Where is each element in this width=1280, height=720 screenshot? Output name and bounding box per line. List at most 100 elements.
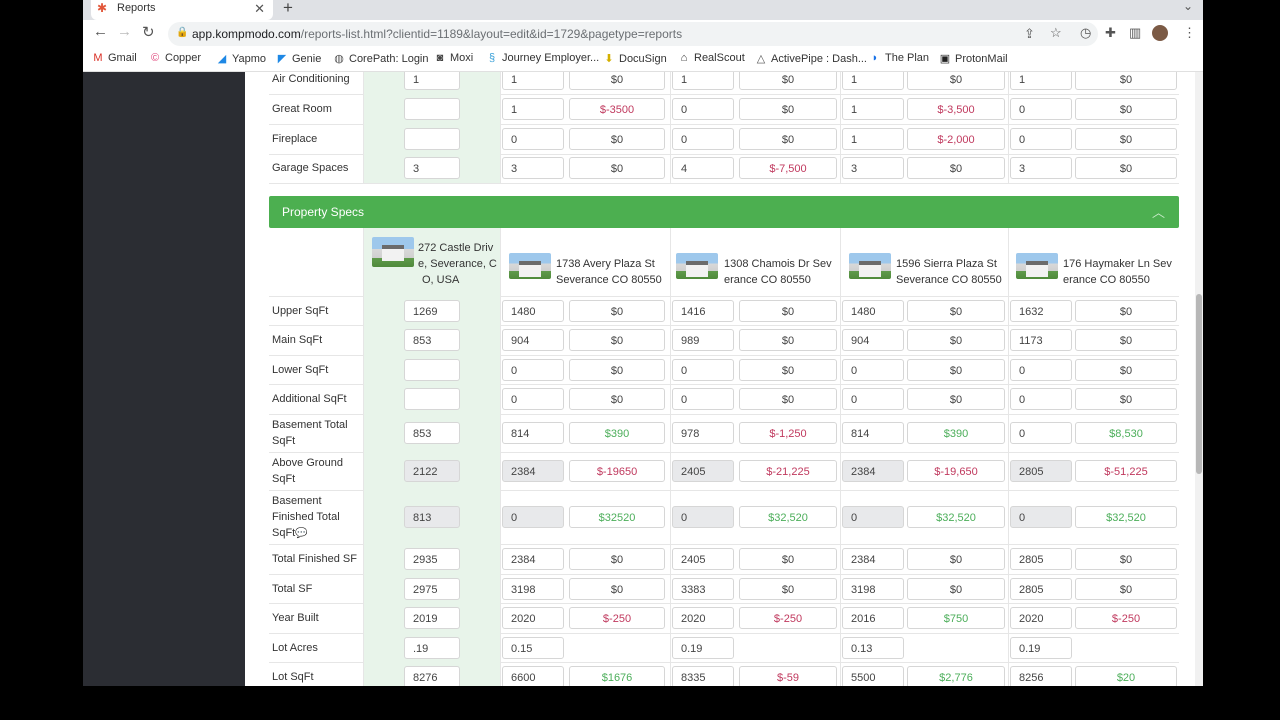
adjustment-value[interactable]: $1676 — [569, 666, 665, 686]
tab-reports[interactable]: ✱ Reports ✕ — [91, 0, 273, 20]
comp-value-input[interactable]: 1 — [1010, 72, 1072, 90]
subject-value-input[interactable]: 2975 — [404, 577, 460, 600]
adjustment-value[interactable]: $0 — [569, 548, 665, 570]
bookmark-docusign[interactable]: ⬇ DocuSign — [603, 52, 666, 65]
adjustment-value[interactable]: $32,520 — [739, 506, 837, 528]
comp-value-input[interactable]: 1416 — [672, 299, 734, 322]
comp-value-input[interactable]: 904 — [502, 329, 564, 351]
comp-value-input[interactable]: 2384 — [502, 460, 564, 482]
bookmark-yapmo[interactable]: ◢ Yapmo — [216, 52, 266, 65]
subject-value-input[interactable]: 853 — [404, 329, 460, 351]
adjustment-value[interactable]: $-21,225 — [739, 460, 837, 482]
adjustment-value[interactable]: $-3500 — [569, 98, 665, 120]
comp-value-input[interactable]: 2020 — [502, 607, 564, 629]
comp-value-input[interactable]: 5500 — [842, 666, 904, 686]
chevron-up-icon[interactable]: ︿ — [1151, 205, 1165, 220]
adjustment-value[interactable]: $0 — [907, 358, 1005, 381]
comp-value-input[interactable]: 1480 — [842, 299, 904, 322]
adjustment-value[interactable]: $750 — [907, 607, 1005, 629]
bookmark-protonmail[interactable]: ▣ ProtonMail — [939, 52, 1008, 65]
comp-value-input[interactable]: 0.19 — [1010, 636, 1072, 659]
subject-value-input[interactable]: 2019 — [404, 607, 460, 629]
comp-value-input[interactable]: 1173 — [1010, 329, 1072, 351]
comp-value-input[interactable]: 0.19 — [672, 636, 734, 659]
comp-value-input[interactable]: 0 — [1010, 358, 1072, 381]
forward-icon[interactable]: → — [117, 23, 132, 40]
comp-value-input[interactable]: 8335 — [672, 666, 734, 686]
adjustment-value[interactable]: $-250 — [569, 607, 665, 629]
comp-value-input[interactable]: 814 — [842, 422, 904, 444]
comp-value-input[interactable]: 1 — [842, 128, 904, 150]
bookmark-corepath[interactable]: ◍ CorePath: Login — [333, 52, 428, 65]
subject-value-input[interactable]: .19 — [404, 636, 460, 659]
comp-value-input[interactable]: 2020 — [672, 607, 734, 629]
subject-value-input[interactable] — [404, 388, 460, 410]
comp-value-input[interactable]: 3198 — [502, 577, 564, 600]
comp-value-input[interactable]: 1 — [842, 98, 904, 120]
adjustment-value[interactable]: $0 — [569, 577, 665, 600]
adjustment-value[interactable]: $0 — [907, 72, 1005, 90]
new-tab-icon[interactable]: + — [283, 0, 293, 17]
comp-value-input[interactable]: 978 — [672, 422, 734, 444]
close-tab-icon[interactable]: ✕ — [254, 1, 265, 16]
subject-value-input[interactable] — [404, 358, 460, 381]
subject-value-input[interactable]: 3 — [404, 157, 460, 179]
bookmark-moxi[interactable]: ◙ Moxi — [434, 52, 474, 64]
comp-value-input[interactable]: 1480 — [502, 299, 564, 322]
comp-value-input[interactable]: 0 — [502, 128, 564, 150]
comp-value-input[interactable]: 1 — [842, 72, 904, 90]
comp-value-input[interactable]: 2020 — [1010, 607, 1072, 629]
comp-value-input[interactable]: 0 — [1010, 98, 1072, 120]
comp-value-input[interactable]: 6600 — [502, 666, 564, 686]
comp-value-input[interactable]: 3 — [502, 157, 564, 179]
comp-value-input[interactable]: 0 — [842, 388, 904, 410]
scrollbar[interactable] — [1195, 72, 1203, 686]
adjustment-value[interactable]: $0 — [569, 329, 665, 351]
adjustment-value[interactable]: $0 — [907, 329, 1005, 351]
comp-value-input[interactable]: 0.15 — [502, 636, 564, 659]
extensions-icon[interactable]: ✚ — [1105, 25, 1116, 40]
adjustment-value[interactable]: $0 — [907, 548, 1005, 570]
adjustment-value[interactable]: $0 — [1075, 388, 1177, 410]
adjustment-value[interactable]: $0 — [739, 388, 837, 410]
adjustment-value[interactable]: $0 — [1075, 72, 1177, 90]
comp-value-input[interactable]: 2384 — [502, 548, 564, 570]
adjustment-value[interactable]: $0 — [739, 358, 837, 381]
adjustment-value[interactable]: $-19650 — [569, 460, 665, 482]
comp-value-input[interactable]: 3198 — [842, 577, 904, 600]
scrollbar-thumb[interactable] — [1196, 294, 1202, 474]
comment-icon[interactable]: 💬 — [295, 528, 308, 539]
adjustment-value[interactable]: $0 — [1075, 157, 1177, 179]
chevron-down-icon[interactable]: ⌄ — [1182, 0, 1193, 13]
comp-value-input[interactable]: 0 — [502, 358, 564, 381]
adjustment-value[interactable]: $32,520 — [907, 506, 1005, 528]
adjustment-value[interactable]: $0 — [569, 128, 665, 150]
subject-value-input[interactable]: 8276 — [404, 666, 460, 686]
comp-value-input[interactable]: 0 — [672, 506, 734, 528]
bookmark-activepipe[interactable]: △ ActivePipe : Dash... — [755, 52, 867, 65]
comp-value-input[interactable]: 0 — [1010, 388, 1072, 410]
comp-value-input[interactable]: 0 — [502, 388, 564, 410]
adjustment-value[interactable]: $0 — [739, 329, 837, 351]
adjustment-value[interactable]: $-3,500 — [907, 98, 1005, 120]
adjustment-value[interactable]: $0 — [1075, 299, 1177, 322]
bookmark-realscout[interactable]: ⌂ RealScout — [678, 52, 745, 64]
comp-value-input[interactable]: 1 — [502, 98, 564, 120]
adjustment-value[interactable]: $0 — [907, 299, 1005, 322]
adjustment-value[interactable]: $0 — [907, 157, 1005, 179]
subject-value-input[interactable]: 1269 — [404, 299, 460, 322]
adjustment-value[interactable]: $0 — [739, 128, 837, 150]
adjustment-value[interactable]: $0 — [1075, 577, 1177, 600]
adjustment-value[interactable]: $-59 — [739, 666, 837, 686]
adjustment-value[interactable]: $32520 — [569, 506, 665, 528]
bookmark-journey[interactable]: § Journey Employer... — [486, 52, 599, 64]
bookmark-gmail[interactable]: M Gmail — [92, 52, 136, 64]
adjustment-value[interactable]: $390 — [907, 422, 1005, 444]
comp-value-input[interactable]: 0 — [672, 388, 734, 410]
comp-value-input[interactable]: 0.13 — [842, 636, 904, 659]
comp-value-input[interactable]: 3383 — [672, 577, 734, 600]
comp-value-input[interactable]: 2405 — [672, 460, 734, 482]
bookmark-the-plan[interactable]: ◗ The Plan — [869, 52, 929, 64]
adjustment-value[interactable]: $0 — [1075, 98, 1177, 120]
menu-icon[interactable]: ⋮ — [1183, 25, 1196, 40]
